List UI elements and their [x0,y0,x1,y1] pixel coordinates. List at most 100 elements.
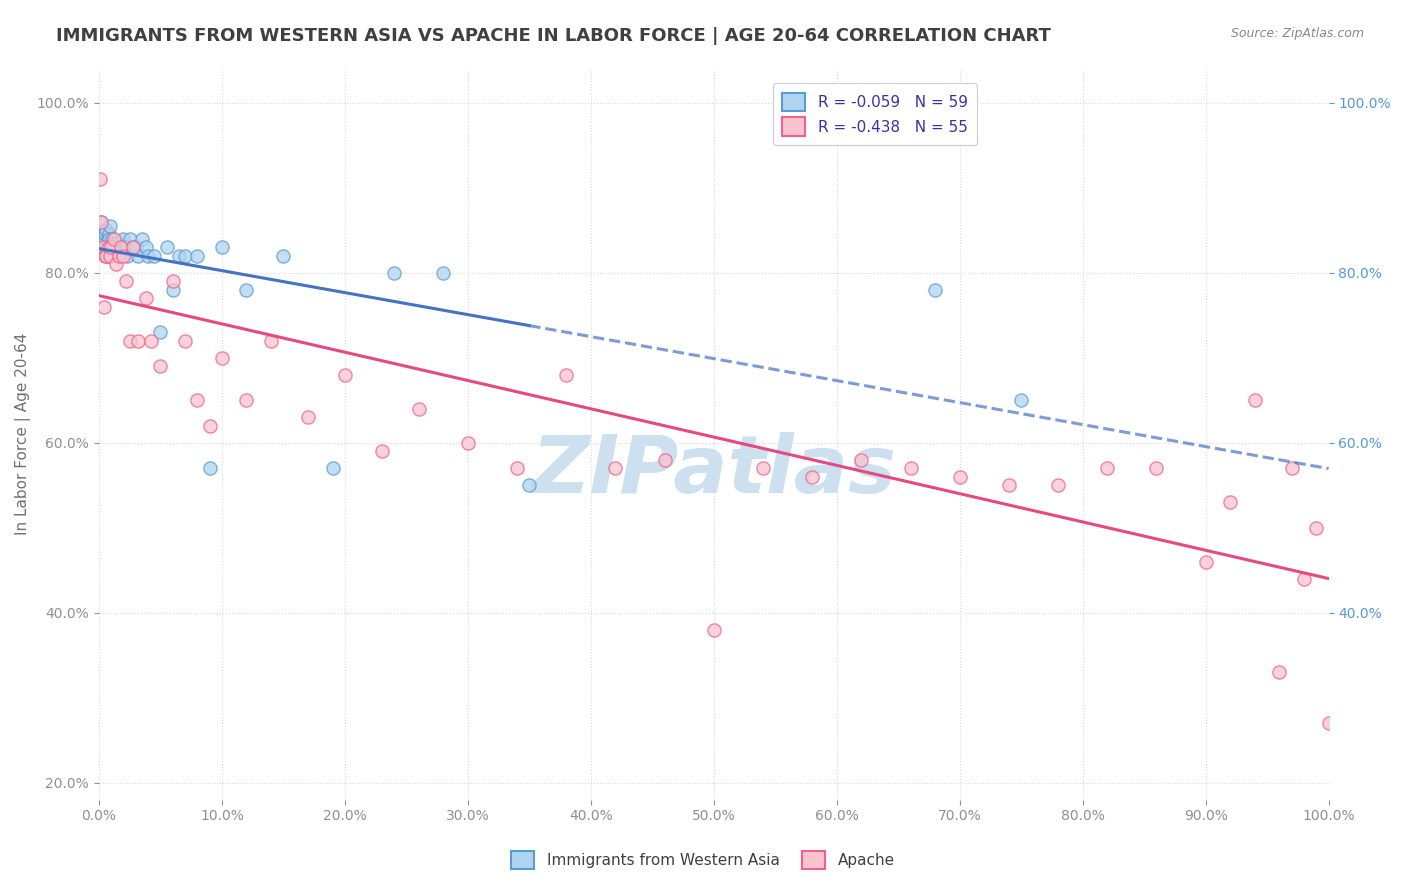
Point [1268,665,1291,680]
Point [94,231,117,245]
Point [174,249,197,263]
Point [100,240,122,254]
Point [112,231,135,245]
Point [1292,572,1315,586]
Point [211,240,233,254]
Point [333,368,356,382]
Point [1146,461,1168,475]
Point [517,478,540,492]
Point [1097,461,1119,475]
Point [94,249,117,263]
Point [198,461,221,475]
Point [118,334,141,348]
Point [90,214,112,228]
Point [949,469,972,483]
Text: IMMIGRANTS FROM WESTERN ASIA VS APACHE IN LABOR FORCE | AGE 20-64 CORRELATION CH: IMMIGRANTS FROM WESTERN ASIA VS APACHE I… [56,27,1052,45]
Point [139,334,162,348]
Y-axis label: In Labor Force | Age 20-64: In Labor Force | Age 20-64 [15,333,31,535]
Legend: R = -0.059   N = 59, R = -0.438   N = 55: R = -0.059 N = 59, R = -0.438 N = 55 [773,84,977,145]
Point [1195,555,1218,569]
Point [122,240,145,254]
Point [457,435,479,450]
Point [155,240,177,254]
Point [105,257,128,271]
Point [162,274,184,288]
Point [998,478,1021,492]
Point [127,249,149,263]
Point [91,231,114,245]
Point [143,249,166,263]
Point [110,240,132,254]
Legend: Immigrants from Western Asia, Apache: Immigrants from Western Asia, Apache [505,845,901,875]
Point [127,334,149,348]
Point [1244,393,1267,408]
Point [97,227,120,242]
Point [96,240,118,254]
Point [103,235,125,250]
Point [96,240,118,254]
Point [1047,478,1070,492]
Point [1010,393,1032,408]
Point [89,172,111,186]
Point [752,461,775,475]
Point [1219,495,1241,509]
Point [801,469,824,483]
Point [97,240,120,254]
Point [1281,461,1303,475]
Point [432,266,454,280]
Point [125,240,148,254]
Point [105,235,128,250]
Point [136,249,159,263]
Point [371,444,394,458]
Point [112,249,135,263]
Point [103,231,125,245]
Point [115,274,138,288]
Point [149,325,172,339]
Point [235,283,257,297]
Point [900,461,922,475]
Point [322,461,344,475]
Point [93,240,115,254]
Point [89,231,111,245]
Point [89,227,111,242]
Point [94,240,117,254]
Point [408,401,430,416]
Point [108,240,131,254]
Point [93,300,115,314]
Point [162,283,184,297]
Point [297,410,319,425]
Text: ZIPatlas: ZIPatlas [531,432,896,509]
Point [98,240,121,254]
Point [703,623,725,637]
Point [105,240,128,254]
Point [260,334,283,348]
Point [91,240,114,254]
Text: Source: ZipAtlas.com: Source: ZipAtlas.com [1230,27,1364,40]
Point [101,231,124,245]
Point [97,231,120,245]
Point [654,452,676,467]
Point [90,214,112,228]
Point [96,249,118,263]
Point [131,231,153,245]
Point [174,334,197,348]
Point [186,249,208,263]
Point [118,231,141,245]
Point [149,359,172,373]
Point [555,368,578,382]
Point [924,283,946,297]
Point [107,249,129,263]
Point [273,249,295,263]
Point [1305,521,1327,535]
Point [115,249,138,263]
Point [135,291,157,305]
Point [98,249,121,263]
Point [93,231,115,245]
Point [96,231,118,245]
Point [851,452,873,467]
Point [1317,716,1340,731]
Point [198,418,221,433]
Point [211,351,233,365]
Point [98,219,121,233]
Point [104,240,127,254]
